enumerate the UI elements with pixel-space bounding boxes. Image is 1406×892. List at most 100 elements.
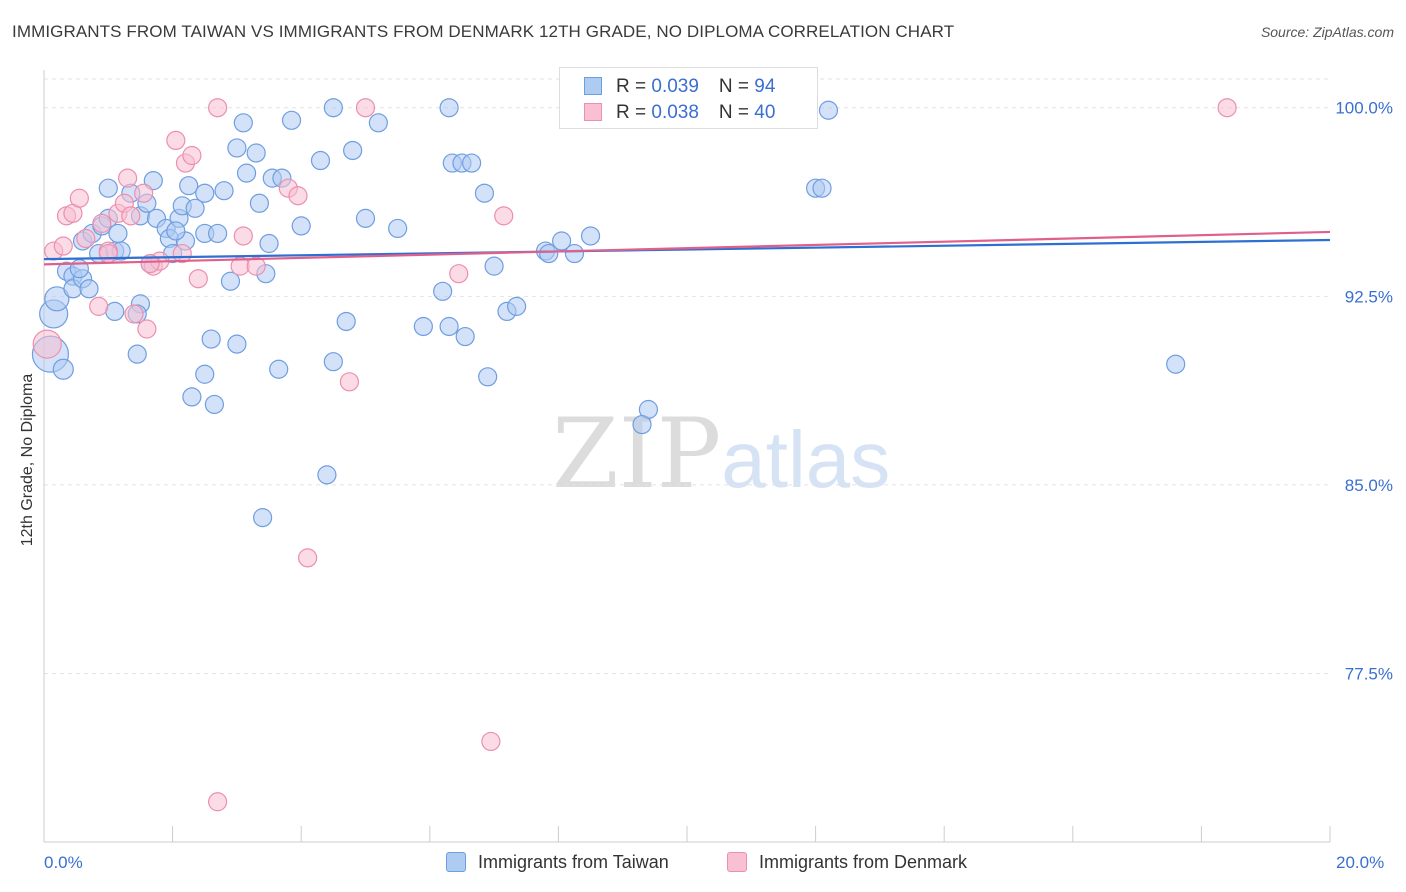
legend-swatch-denmark — [584, 103, 602, 121]
point-taiwan — [105, 301, 125, 322]
bottom-legend-swatch-taiwan — [446, 852, 466, 872]
trend-line-taiwan — [43, 238, 1331, 261]
point-taiwan — [182, 387, 202, 407]
x-tick-label-max: 20.0% — [1336, 853, 1385, 872]
point-denmark — [117, 168, 138, 188]
point-denmark — [166, 130, 186, 151]
point-denmark — [53, 236, 73, 256]
legend-row-taiwan: R = 0.039 N = 94 — [584, 76, 775, 98]
legend-r-label: R = — [616, 102, 652, 123]
point-denmark — [188, 269, 208, 289]
legend-row-denmark: R = 0.038 N = 40 — [584, 102, 775, 124]
point-taiwan — [323, 98, 343, 118]
bottom-legend-taiwan: Immigrants from Taiwan — [446, 852, 669, 873]
point-taiwan — [127, 344, 147, 364]
point-denmark — [1217, 98, 1237, 118]
point-denmark — [140, 254, 160, 274]
point-denmark — [89, 296, 109, 316]
point-taiwan — [552, 231, 572, 251]
point-taiwan — [818, 100, 839, 120]
point-denmark — [494, 206, 514, 226]
point-taiwan — [166, 221, 186, 241]
point-taiwan — [433, 281, 453, 301]
point-denmark — [339, 372, 360, 392]
bottom-legend-label-taiwan: Immigrants from Taiwan — [478, 852, 669, 872]
point-taiwan — [281, 110, 302, 130]
point-denmark — [92, 213, 112, 233]
point-taiwan — [812, 178, 832, 198]
point-taiwan — [195, 364, 215, 384]
point-taiwan — [259, 233, 279, 254]
stats-legend: R = 0.039 N = 94 R = 0.038 N = 40 — [559, 67, 818, 129]
point-taiwan — [201, 329, 221, 349]
y-tick-label: 85.0% — [1345, 476, 1393, 495]
point-denmark — [98, 243, 118, 264]
point-taiwan — [539, 243, 559, 264]
point-taiwan — [461, 153, 482, 173]
point-taiwan — [249, 193, 270, 213]
point-taiwan — [413, 316, 433, 337]
point-denmark — [208, 98, 228, 118]
bottom-legend-label-denmark: Immigrants from Denmark — [759, 852, 968, 872]
point-denmark — [134, 183, 154, 203]
y-tick-label: 77.5% — [1345, 665, 1393, 684]
legend-r-value: 0.038 — [651, 102, 699, 123]
point-denmark — [288, 186, 308, 206]
legend-swatch-taiwan — [584, 77, 602, 95]
source-label: Source: ZipAtlas.com — [1260, 24, 1394, 40]
point-taiwan — [580, 226, 601, 246]
point-taiwan — [179, 176, 199, 196]
point-taiwan — [220, 271, 241, 291]
point-denmark — [121, 206, 141, 226]
point-taiwan — [455, 326, 475, 347]
point-taiwan — [227, 334, 247, 354]
y-tick-label: 100.0% — [1335, 99, 1393, 118]
y-tick-label: 92.5% — [1345, 287, 1393, 306]
trend-line-denmark — [43, 230, 1331, 266]
point-taiwan — [52, 358, 74, 380]
point-taiwan — [253, 508, 273, 528]
point-taiwan — [310, 150, 331, 171]
legend-n-label: N = — [718, 76, 755, 97]
point-denmark — [182, 145, 202, 166]
bottom-legend-swatch-denmark — [727, 852, 747, 872]
point-taiwan — [227, 138, 247, 158]
legend-n-value: 94 — [754, 76, 776, 97]
point-denmark — [32, 329, 62, 359]
point-taiwan — [98, 178, 118, 198]
bottom-legend-denmark: Immigrants from Denmark — [727, 852, 967, 873]
point-taiwan — [474, 183, 495, 203]
point-taiwan — [236, 163, 257, 183]
point-denmark — [137, 319, 157, 339]
point-denmark — [298, 548, 318, 568]
point-taiwan — [246, 143, 266, 163]
x-tick-label-min: 0.0% — [44, 853, 83, 872]
point-taiwan — [323, 352, 343, 372]
point-taiwan — [317, 465, 337, 485]
watermark-atlas: atlas — [721, 415, 891, 504]
legend-n-value: 40 — [754, 102, 776, 123]
point-taiwan — [388, 218, 408, 239]
point-taiwan — [185, 198, 205, 218]
point-taiwan — [204, 394, 224, 415]
point-taiwan — [269, 359, 289, 379]
legend-r-value: 0.039 — [651, 76, 699, 97]
point-denmark — [246, 256, 266, 276]
legend-r-label: R = — [616, 76, 652, 97]
point-taiwan — [214, 181, 234, 201]
point-denmark — [449, 264, 469, 284]
point-taiwan — [484, 256, 504, 276]
point-denmark — [481, 731, 501, 752]
point-taiwan — [478, 367, 498, 387]
point-taiwan — [368, 113, 388, 133]
point-denmark — [76, 228, 96, 249]
chart-title: IMMIGRANTS FROM TAIWAN VS IMMIGRANTS FRO… — [12, 22, 955, 41]
point-denmark — [233, 226, 253, 246]
point-taiwan — [291, 216, 311, 236]
point-taiwan — [1166, 354, 1186, 374]
point-denmark — [69, 188, 89, 208]
point-taiwan — [79, 279, 99, 299]
point-taiwan — [355, 208, 376, 228]
point-denmark — [124, 304, 144, 324]
